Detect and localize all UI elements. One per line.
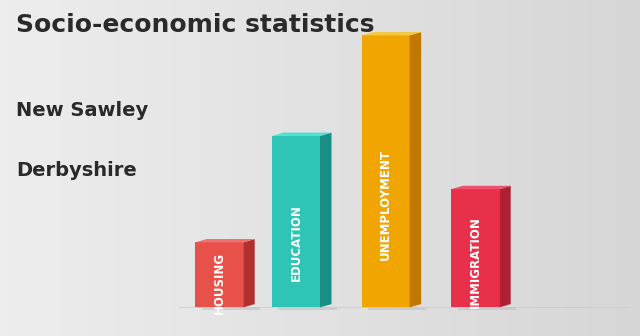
Text: Socio-economic statistics: Socio-economic statistics bbox=[16, 13, 374, 37]
Text: Derbyshire: Derbyshire bbox=[16, 161, 137, 180]
Text: New Sawley: New Sawley bbox=[16, 101, 148, 120]
Text: IMMIGRATION: IMMIGRATION bbox=[468, 217, 482, 308]
Polygon shape bbox=[243, 239, 255, 307]
Polygon shape bbox=[272, 133, 332, 136]
Polygon shape bbox=[362, 35, 410, 307]
Text: UNEMPLOYMENT: UNEMPLOYMENT bbox=[379, 149, 392, 260]
Polygon shape bbox=[458, 307, 516, 310]
Text: EDUCATION: EDUCATION bbox=[289, 204, 303, 281]
Polygon shape bbox=[202, 307, 260, 310]
Polygon shape bbox=[278, 307, 337, 310]
Polygon shape bbox=[272, 136, 320, 307]
Polygon shape bbox=[499, 186, 511, 307]
Polygon shape bbox=[368, 307, 426, 310]
Polygon shape bbox=[195, 239, 255, 242]
Polygon shape bbox=[451, 189, 499, 307]
Text: HOUSING: HOUSING bbox=[212, 252, 226, 314]
Polygon shape bbox=[195, 242, 243, 307]
Polygon shape bbox=[410, 32, 421, 307]
Polygon shape bbox=[451, 186, 511, 189]
Polygon shape bbox=[362, 32, 421, 35]
Polygon shape bbox=[320, 133, 332, 307]
